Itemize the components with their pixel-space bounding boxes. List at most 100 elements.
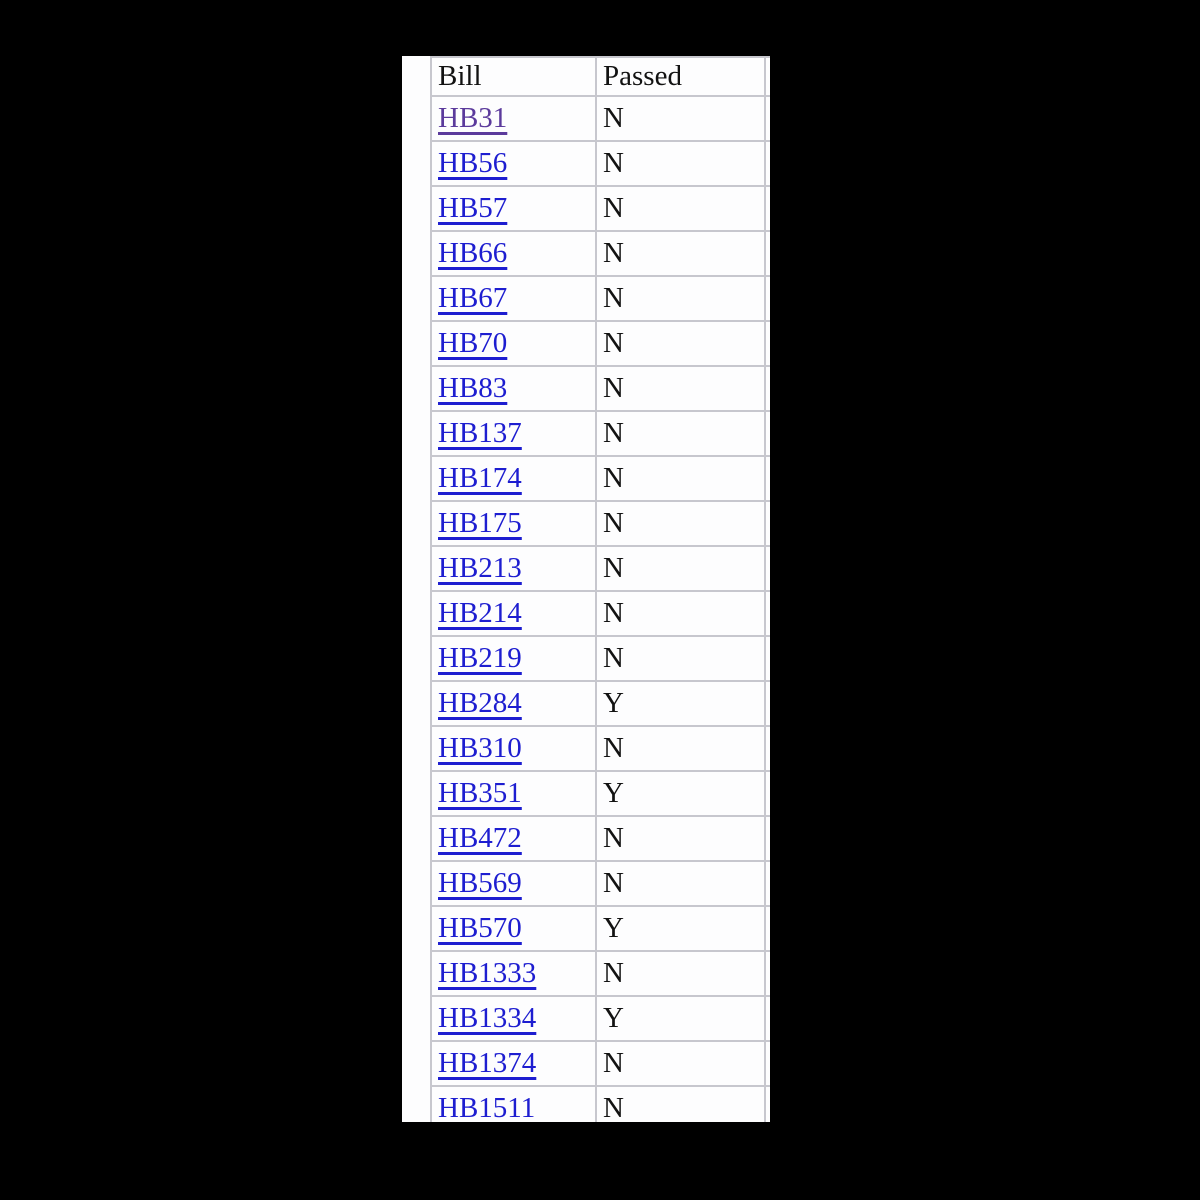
- clipped-cell: [764, 275, 770, 322]
- bill-link[interactable]: HB219: [438, 642, 522, 674]
- passed-cell: Y: [595, 770, 766, 817]
- bill-link[interactable]: HB67: [438, 282, 508, 314]
- clipped-cell: [764, 770, 770, 817]
- bill-cell: HB351: [430, 770, 597, 817]
- table-row: HB570 Y: [430, 905, 770, 952]
- table-row: HB472 N: [430, 815, 770, 862]
- bill-link[interactable]: HB351: [438, 777, 522, 809]
- clipped-cell: [764, 1085, 770, 1122]
- passed-cell: Y: [595, 995, 766, 1042]
- clipped-cell: [764, 725, 770, 772]
- passed-cell: N: [595, 230, 766, 277]
- bill-link[interactable]: HB1511: [438, 1092, 536, 1122]
- bill-cell: HB472: [430, 815, 597, 862]
- passed-cell: N: [595, 455, 766, 502]
- bill-link[interactable]: HB174: [438, 462, 522, 494]
- passed-cell: N: [595, 635, 766, 682]
- clipped-cell: [764, 680, 770, 727]
- bill-link[interactable]: HB66: [438, 237, 508, 269]
- passed-cell: N: [595, 950, 766, 997]
- table-row: HB569 N: [430, 860, 770, 907]
- table-row: HB284 Y: [430, 680, 770, 727]
- passed-cell: N: [595, 95, 766, 142]
- bill-cell: HB70: [430, 320, 597, 367]
- bill-cell: HB310: [430, 725, 597, 772]
- table-row: HB67 N: [430, 275, 770, 322]
- bill-link[interactable]: HB70: [438, 327, 508, 359]
- passed-cell: N: [595, 860, 766, 907]
- clipped-cell: [764, 635, 770, 682]
- passed-cell: Y: [595, 680, 766, 727]
- bill-cell: HB175: [430, 500, 597, 547]
- bill-link[interactable]: HB1334: [438, 1002, 537, 1034]
- bill-link[interactable]: HB1374: [438, 1047, 537, 1079]
- bill-link[interactable]: HB213: [438, 552, 522, 584]
- bill-link[interactable]: HB175: [438, 507, 522, 539]
- clipped-cell: [764, 455, 770, 502]
- table-body: HB31 N HB56 N HB57 N HB66 N HB67 N HB70 N HB83 N HB137…: [430, 95, 770, 1122]
- bill-cell: HB1374: [430, 1040, 597, 1087]
- bill-link[interactable]: HB284: [438, 687, 522, 719]
- bill-cell: HB57: [430, 185, 597, 232]
- bill-link[interactable]: HB137: [438, 417, 522, 449]
- table-row: HB31 N: [430, 95, 770, 142]
- bill-link[interactable]: HB570: [438, 912, 522, 944]
- clipped-cell: [764, 185, 770, 232]
- bill-cell: HB137: [430, 410, 597, 457]
- table-row: HB213 N: [430, 545, 770, 592]
- table-row: HB310 N: [430, 725, 770, 772]
- clipped-cell: [764, 995, 770, 1042]
- bill-cell: HB1511: [430, 1085, 597, 1122]
- table-row: HB1511 N: [430, 1085, 770, 1122]
- bill-cell: HB66: [430, 230, 597, 277]
- bill-cell: HB569: [430, 860, 597, 907]
- bill-cell: HB56: [430, 140, 597, 187]
- bill-cell: HB213: [430, 545, 597, 592]
- table-row: HB56 N: [430, 140, 770, 187]
- passed-cell: N: [595, 275, 766, 322]
- table-row: HB1334 Y: [430, 995, 770, 1042]
- clipped-cell: [764, 95, 770, 142]
- bill-link[interactable]: HB57: [438, 192, 508, 224]
- bill-link[interactable]: HB472: [438, 822, 522, 854]
- passed-cell: N: [595, 140, 766, 187]
- passed-cell: N: [595, 365, 766, 412]
- bill-link[interactable]: HB569: [438, 867, 522, 899]
- table-row: HB70 N: [430, 320, 770, 367]
- clipped-cell: [764, 1040, 770, 1087]
- clipped-cell: [764, 320, 770, 367]
- bill-cell: HB214: [430, 590, 597, 637]
- passed-cell: N: [595, 815, 766, 862]
- bill-cell: HB570: [430, 905, 597, 952]
- passed-cell: N: [595, 545, 766, 592]
- clipped-cell: [764, 860, 770, 907]
- bill-cell: HB83: [430, 365, 597, 412]
- bill-link[interactable]: HB56: [438, 147, 508, 179]
- column-header-passed: Passed: [595, 56, 766, 97]
- table-row: HB174 N: [430, 455, 770, 502]
- bill-cell: HB174: [430, 455, 597, 502]
- bill-link[interactable]: HB31: [438, 102, 508, 134]
- table-row: HB1333 N: [430, 950, 770, 997]
- passed-cell: N: [595, 410, 766, 457]
- clipped-cell: [764, 905, 770, 952]
- header-row: Bill Passed: [430, 56, 770, 97]
- table-row: HB175 N: [430, 500, 770, 547]
- bill-cell: HB284: [430, 680, 597, 727]
- table-row: HB66 N: [430, 230, 770, 277]
- table-row: HB351 Y: [430, 770, 770, 817]
- clipped-cell: [764, 590, 770, 637]
- bill-link[interactable]: HB214: [438, 597, 522, 629]
- bill-link[interactable]: HB83: [438, 372, 508, 404]
- clipped-cell: [764, 365, 770, 412]
- passed-cell: N: [595, 320, 766, 367]
- clipped-cell: [764, 230, 770, 277]
- bill-link[interactable]: HB1333: [438, 957, 537, 989]
- passed-cell: N: [595, 500, 766, 547]
- passed-cell: Y: [595, 905, 766, 952]
- table-row: HB1374 N: [430, 1040, 770, 1087]
- passed-cell: N: [595, 1085, 766, 1122]
- table-row: HB57 N: [430, 185, 770, 232]
- bill-link[interactable]: HB310: [438, 732, 522, 764]
- clipped-cell: [764, 410, 770, 457]
